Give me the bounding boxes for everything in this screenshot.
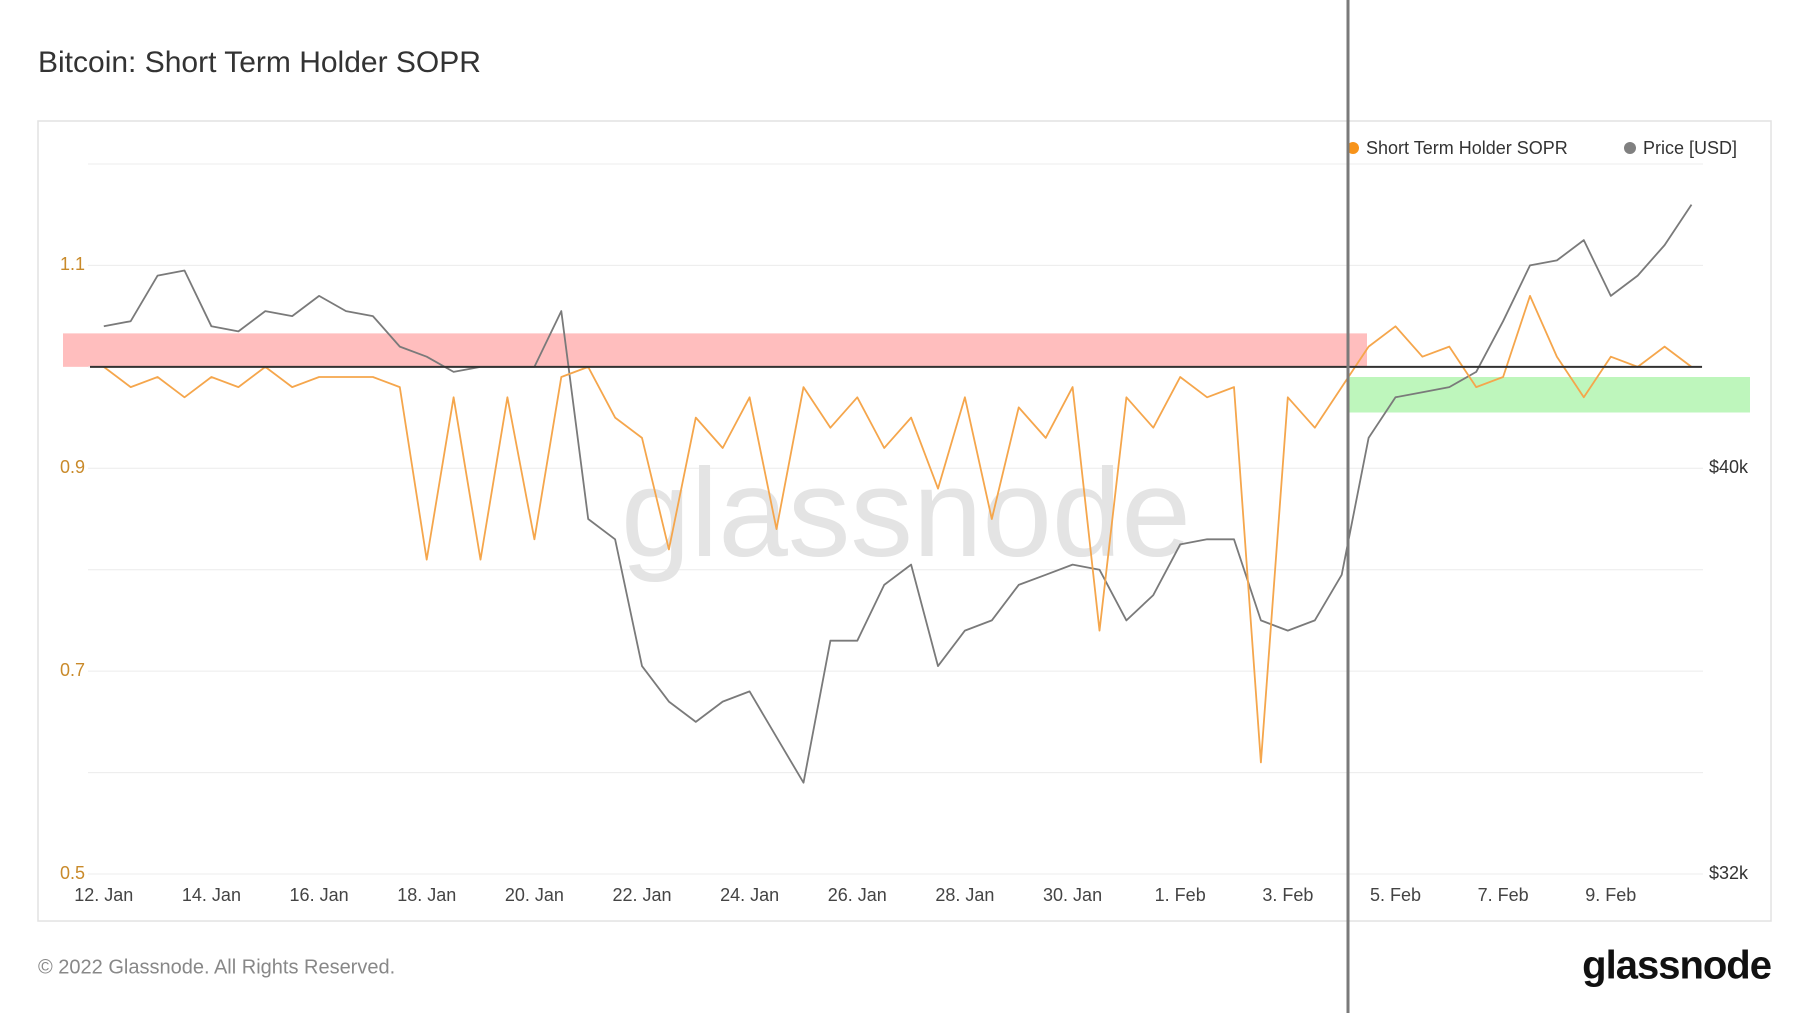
- legend-label: Short Term Holder SOPR: [1366, 138, 1568, 158]
- x-tick-label: 20. Jan: [505, 885, 564, 905]
- y-tick-label: 0.9: [60, 457, 85, 477]
- legend-marker: [1624, 142, 1636, 154]
- x-tick-label: 12. Jan: [74, 885, 133, 905]
- x-tick-label: 22. Jan: [612, 885, 671, 905]
- logo: glassnode: [1582, 944, 1771, 988]
- series-line: [103, 295, 1693, 764]
- highlight-band: [1348, 377, 1750, 413]
- x-tick-label: 30. Jan: [1043, 885, 1102, 905]
- y-tick-label: 0.5: [60, 863, 85, 883]
- x-tick-label: 1. Feb: [1155, 885, 1206, 905]
- x-tick-label: 7. Feb: [1478, 885, 1529, 905]
- plot-frame: [37, 120, 1772, 922]
- highlight-band: [63, 333, 1367, 367]
- legend-label: Price [USD]: [1643, 138, 1737, 158]
- x-tick-label: 3. Feb: [1262, 885, 1313, 905]
- x-tick-label: 26. Jan: [828, 885, 887, 905]
- x-tick-label: 5. Feb: [1370, 885, 1421, 905]
- series-line: [103, 204, 1693, 784]
- y-tick-label: 1.1: [60, 254, 85, 274]
- y2-tick-label: $32k: [1709, 863, 1749, 883]
- x-tick-label: 28. Jan: [935, 885, 994, 905]
- chart-title: Bitcoin: Short Term Holder SOPR: [38, 46, 481, 79]
- x-tick-label: 18. Jan: [397, 885, 456, 905]
- x-tick-label: 9. Feb: [1585, 885, 1636, 905]
- y-tick-label: 0.7: [60, 660, 85, 680]
- copyright: © 2022 Glassnode. All Rights Reserved.: [38, 956, 395, 978]
- legend-marker: [1347, 142, 1359, 154]
- y2-tick-label: $40k: [1709, 457, 1749, 477]
- x-tick-label: 14. Jan: [182, 885, 241, 905]
- x-tick-label: 24. Jan: [720, 885, 779, 905]
- watermark: glassnode: [621, 444, 1191, 583]
- x-tick-label: 16. Jan: [290, 885, 349, 905]
